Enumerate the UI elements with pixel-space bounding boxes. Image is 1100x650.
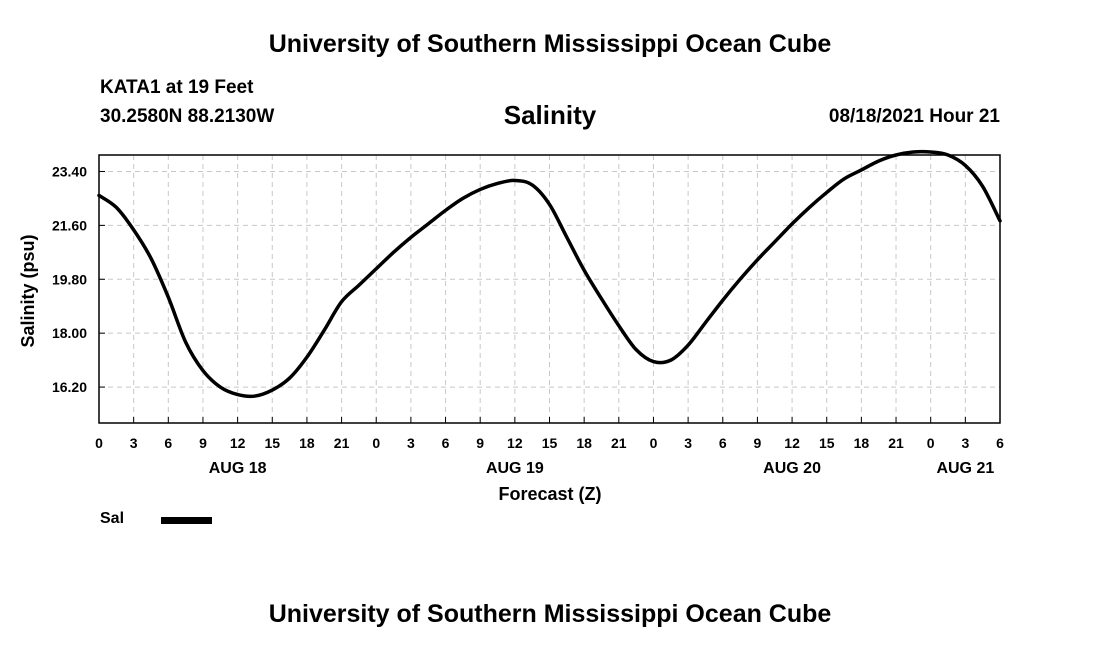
y-tick-label: 23.40 (52, 163, 87, 179)
forecast-timestamp: 08/18/2021 Hour 21 (828, 106, 1000, 127)
y-tick-label: 19.80 (52, 271, 87, 287)
footer-title: University of Southern Mississippi Ocean… (268, 600, 832, 628)
page-title: University of Southern Mississippi Ocean… (268, 30, 832, 58)
x-axis-title: Forecast (Z) (498, 484, 601, 504)
x-tick-label: 12 (784, 435, 800, 451)
axis-layer: 0 3 6 9 12 15 18 21 0 3 6 9 12 15 18 21 0 3 6 9 12 15 18 21 0 3 6A… (52, 163, 1004, 477)
x-tick-label: 21 (611, 435, 627, 451)
date-label: AUG 19 (486, 460, 544, 477)
x-tick-label: 12 (507, 435, 523, 451)
x-tick-label: 12 (230, 435, 246, 451)
x-tick-label: 15 (264, 435, 280, 451)
plot-frame (98, 154, 1001, 424)
x-tick-label: 9 (754, 435, 762, 451)
x-tick-label: 3 (961, 435, 969, 451)
x-tick-label: 0 (95, 435, 103, 451)
y-tick-label: 16.20 (52, 379, 87, 395)
x-tick-label: 18 (576, 435, 592, 451)
x-tick-label: 9 (199, 435, 207, 451)
y-tick-label: 18.00 (52, 325, 87, 341)
x-tick-label: 18 (854, 435, 870, 451)
series-line-sal (97, 149, 1002, 399)
chart-title: Salinity (503, 100, 597, 130)
date-label: AUG 20 (763, 460, 821, 477)
station-coordinates: 30.2580N 88.2130W (100, 106, 275, 127)
x-tick-label: 15 (819, 435, 835, 451)
x-tick-label: 3 (684, 435, 692, 451)
x-tick-label: 6 (442, 435, 450, 451)
x-tick-label: 0 (927, 435, 935, 451)
date-label: AUG 21 (936, 460, 994, 477)
y-axis-title: Salinity (psu) (18, 234, 38, 347)
x-tick-label: 3 (130, 435, 138, 451)
x-tick-label: 15 (542, 435, 558, 451)
x-tick-label: 6 (164, 435, 172, 451)
series-layer (97, 149, 1002, 399)
grid-layer (99, 155, 1000, 423)
x-tick-label: 0 (372, 435, 380, 451)
x-tick-label: 21 (888, 435, 904, 451)
x-tick-label: 21 (334, 435, 350, 451)
legend-swatch (161, 517, 212, 524)
date-label: AUG 18 (209, 460, 267, 477)
x-tick-label: 0 (650, 435, 658, 451)
x-tick-label: 6 (996, 435, 1004, 451)
station-label: KATA1 at 19 Feet (100, 77, 254, 98)
x-tick-label: 18 (299, 435, 315, 451)
x-tick-label: 9 (476, 435, 484, 451)
y-tick-label: 21.60 (52, 217, 87, 233)
legend-label: Sal (100, 510, 125, 527)
x-tick-label: 6 (719, 435, 727, 451)
x-tick-label: 3 (407, 435, 415, 451)
